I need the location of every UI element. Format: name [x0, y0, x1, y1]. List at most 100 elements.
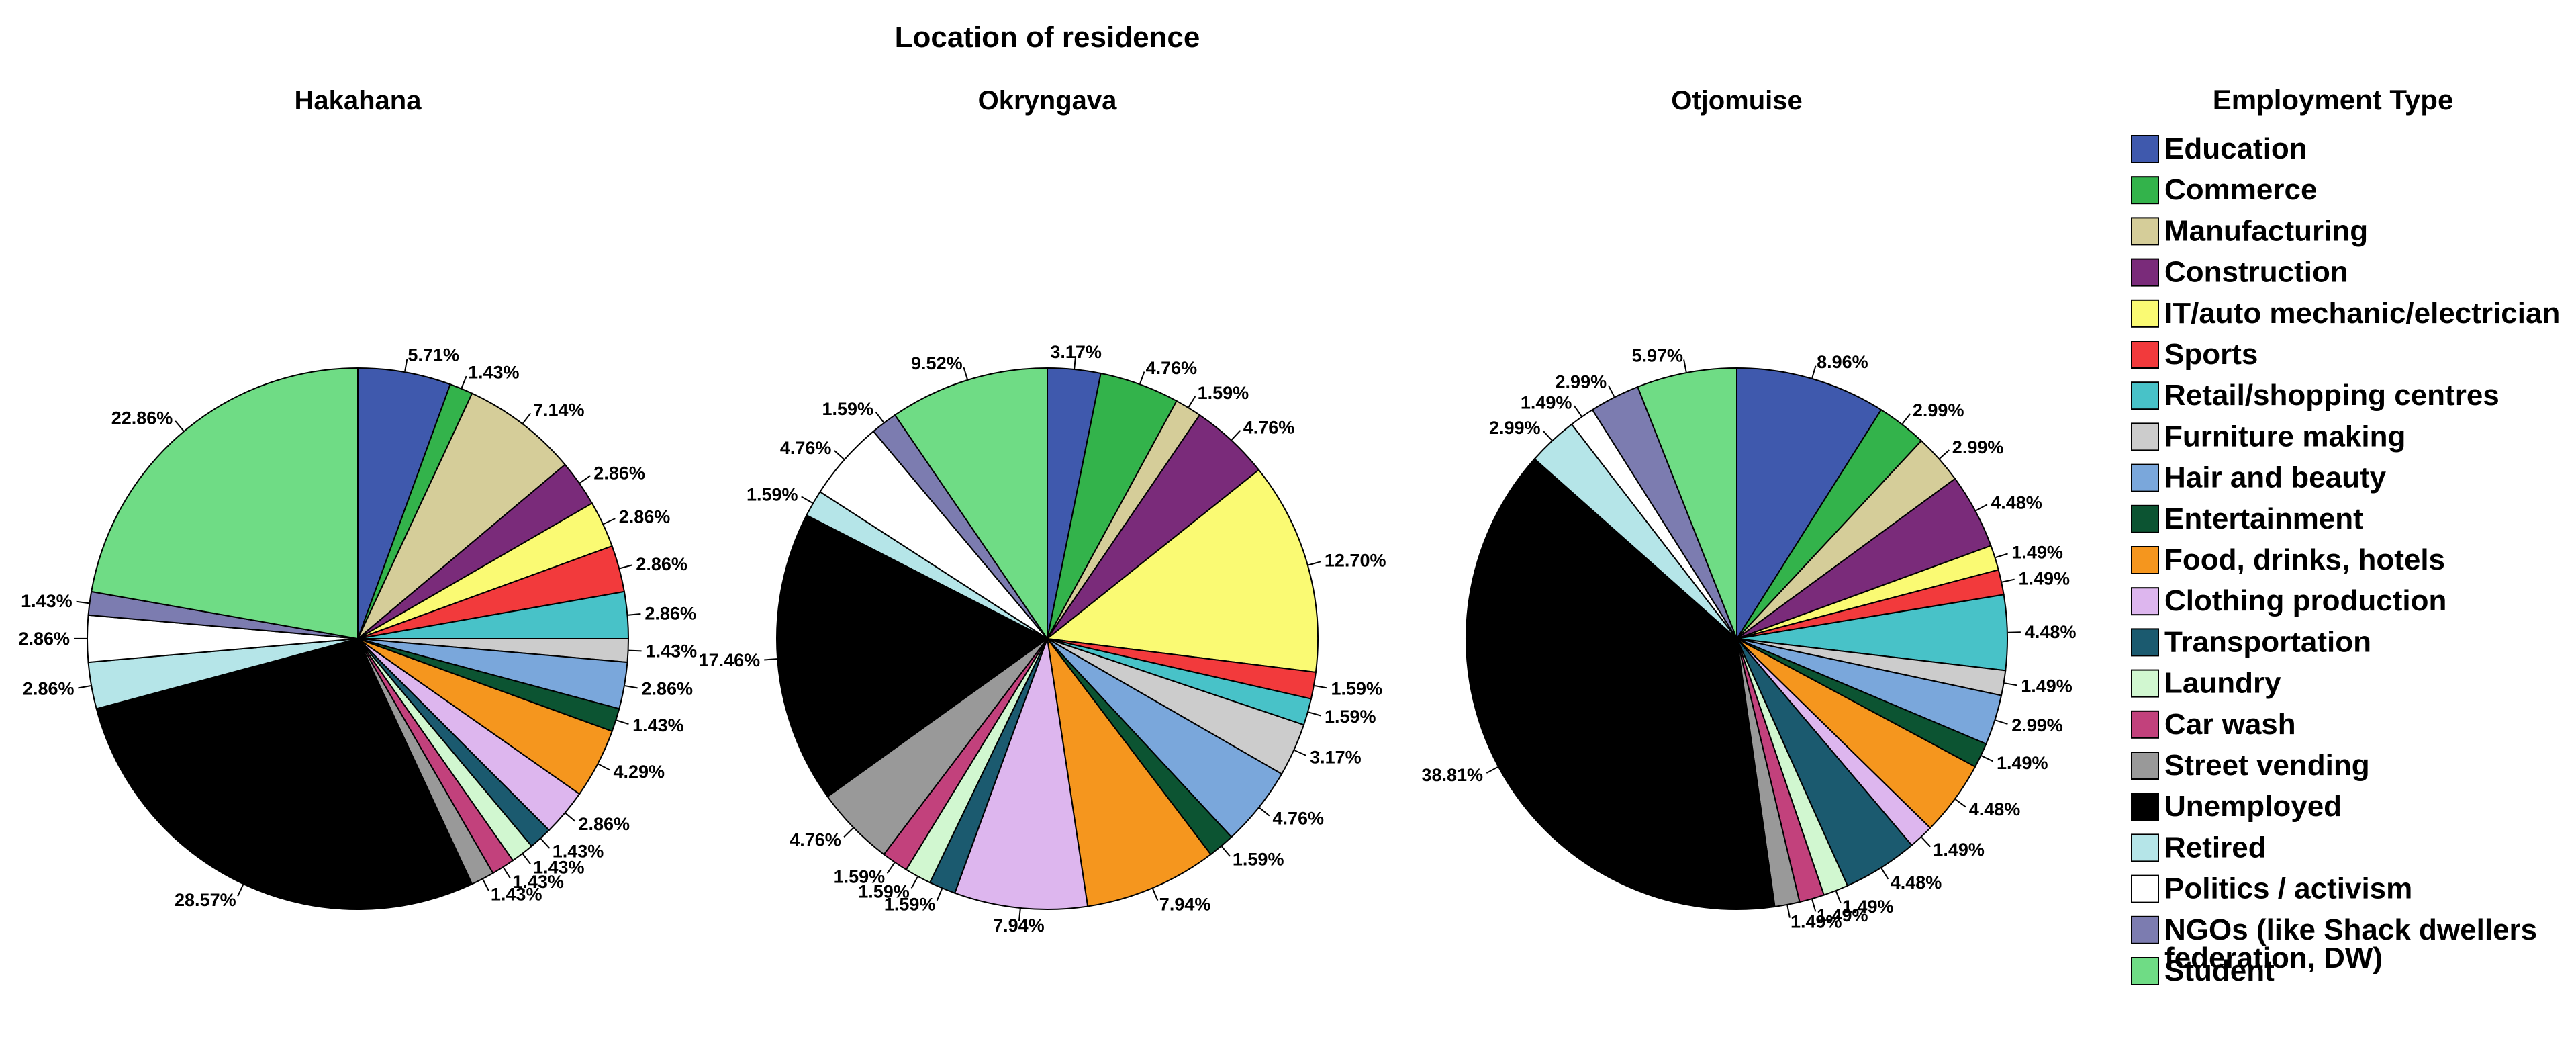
legend-label-line: Car wash [2164, 708, 2296, 741]
legend-item-construction: Construction [2131, 256, 2348, 289]
leader-line-okryngava-commerce [1139, 371, 1145, 384]
pie-okryngava: Okryngava3.17%4.76%1.59%4.76%12.70%1.59%… [699, 86, 1386, 936]
leader-line-okryngava-manufacturing [1188, 396, 1196, 408]
leader-line-okryngava-food-drinks-hotels [1152, 888, 1159, 901]
legend-label-commerce: Commerce [2164, 173, 2317, 206]
legend-item-laundry: Laundry [2131, 667, 2281, 700]
legend-label-construction: Construction [2164, 256, 2348, 289]
slice-label-hakahana-unemployed: 28.57% [175, 890, 236, 910]
slice-label-okryngava-food-drinks-hotels: 7.94% [1159, 894, 1211, 914]
legend-item-food-drinks-hotels: Food, drinks, hotels [2131, 543, 2445, 576]
leader-line-hakahana-sports [619, 564, 632, 570]
slice-label-hakahana-student: 22.86% [111, 408, 173, 428]
slice-label-otjomuise-entertainment: 1.49% [1997, 753, 2048, 773]
legend-swatch-food-drinks-hotels [2131, 546, 2159, 574]
slice-label-otjomuise-car-wash: 1.49% [1817, 905, 1868, 925]
legend-label-line: Construction [2164, 256, 2348, 289]
slice-label-okryngava-car-wash: 1.59% [834, 866, 886, 887]
slices [87, 367, 630, 910]
legend-swatch-construction [2131, 258, 2159, 287]
pie-otjomuise: Otjomuise8.96%2.99%2.99%4.48%1.49%1.49%4… [1421, 86, 2076, 932]
leader-line-hakahana-manufacturing [522, 412, 532, 424]
slice-label-otjomuise-hair-and-beauty: 2.99% [2011, 715, 2063, 735]
leader-line-okryngava-retail-shopping-centres [1308, 711, 1321, 717]
slice-label-okryngava-retail-shopping-centres: 1.59% [1325, 707, 1376, 727]
slice-label-otjomuise-retail-shopping-centres: 4.48% [2025, 622, 2077, 642]
slice-label-okryngava-retired: 1.59% [747, 484, 798, 504]
leader-line-otjomuise-sports [2001, 578, 2015, 583]
leader-line-okryngava-student [963, 367, 968, 380]
leader-line-okryngava-street-vending [843, 827, 854, 838]
pie-hakahana: Hakahana 5.71% 1.43% 7.14% 2.86% 2.86% 2.86% 2.… [18, 86, 697, 910]
leader-line-otjomuise-hair-and-beauty [1995, 719, 2008, 725]
leader-line-okryngava-clothing-production [1018, 908, 1021, 922]
legend-item-it-auto-mechanic-electrician: IT/auto mechanic/electrician [2131, 297, 2560, 330]
leader-line-okryngava-car-wash [886, 862, 896, 874]
legend-label-sports: Sports [2164, 338, 2258, 371]
leader-line-okryngava-ngos-like-shack-dwellers-federation-dw [875, 412, 884, 423]
legend-label-line: IT/auto mechanic/electrician [2164, 297, 2560, 330]
pie-title-okryngava: Okryngava [978, 86, 1118, 116]
leader-line-otjomuise-laundry [1835, 891, 1842, 903]
legend-label-laundry: Laundry [2164, 667, 2281, 700]
slice-label-okryngava-entertainment: 1.59% [1233, 850, 1284, 870]
legend-item-retired: Retired [2131, 831, 2267, 864]
pie-title-otjomuise: Otjomuise [1671, 86, 1803, 116]
slice-label-okryngava-commerce: 4.76% [1146, 358, 1198, 378]
leader-line-okryngava-sports [1314, 685, 1327, 689]
slice-label-okryngava-ngos-like-shack-dwellers-federation-dw: 1.59% [822, 399, 873, 419]
legend-swatch-sports [2131, 341, 2159, 369]
legend-label-retired: Retired [2164, 831, 2267, 864]
leader-line-hakahana-car-wash [503, 867, 511, 879]
legend-swatch-street-vending [2131, 752, 2159, 780]
leader-line-otjomuise-clothing-production [1921, 837, 1931, 848]
leader-line-otjomuise-ngos-like-shack-dwellers-federation-dw [1607, 385, 1615, 398]
slice-label-otjomuise-clothing-production: 1.49% [1933, 840, 1985, 860]
legend-swatch-hair-and-beauty [2131, 463, 2159, 492]
slice-label-okryngava-sports: 1.59% [1331, 678, 1383, 698]
leader-line-hakahana-retail-shopping-centres [628, 613, 641, 616]
legend-item-car-wash: Car wash [2131, 708, 2296, 741]
slice-label-okryngava-construction: 4.76% [1243, 417, 1295, 437]
leader-line-otjomuise-construction [1975, 504, 1988, 512]
legend-label-line: Furniture making [2164, 420, 2405, 453]
legend: Employment Type Education Commerce Manufac… [2131, 84, 2560, 987]
slice-label-otjomuise-sports: 1.49% [2019, 568, 2070, 588]
slice-label-hakahana-retail-shopping-centres: 2.86% [645, 604, 696, 624]
legend-label-food-drinks-hotels: Food, drinks, hotels [2164, 543, 2445, 576]
slice-okryngava-clothing-production [953, 638, 1089, 910]
legend-item-unemployed: Unemployed [2131, 790, 2342, 823]
legend-item-manufacturing: Manufacturing [2131, 214, 2368, 247]
leader-line-otjomuise-education [1811, 365, 1817, 379]
leader-line-okryngava-it-auto-mechanic-electrician [1308, 561, 1321, 566]
legend-label-hair-and-beauty: Hair and beauty [2164, 461, 2387, 494]
leader-line-otjomuise-manufacturing [1939, 449, 1950, 459]
leader-line-okryngava-furniture-making [1294, 750, 1307, 756]
slice-label-hakahana-commerce: 1.43% [468, 363, 520, 383]
slices [776, 367, 1319, 910]
leader-line-otjomuise-transportation [1880, 868, 1889, 880]
slice-label-hakahana-politics-activism: 2.86% [18, 629, 70, 649]
slice-otjomuise-unemployed [1466, 457, 1776, 910]
leader-line-okryngava-politics-activism [834, 450, 845, 460]
leader-line-hakahana-laundry [522, 853, 532, 865]
slice-label-hakahana-furniture-making: 1.43% [646, 641, 698, 662]
legend-label-line: Laundry [2164, 667, 2281, 700]
legend-swatch-retired [2131, 833, 2159, 862]
slice-label-okryngava-clothing-production: 7.94% [993, 915, 1045, 936]
legend-swatch-entertainment [2131, 504, 2159, 533]
slices [1466, 367, 2009, 910]
leader-line-otjomuise-student [1683, 359, 1687, 373]
slice-label-otjomuise-student: 5.97% [1631, 346, 1683, 366]
legend-label-line: Student [2164, 954, 2275, 987]
leader-line-hakahana-commerce [461, 375, 467, 389]
legend-item-student: Student [2131, 954, 2275, 987]
slice-label-hakahana-street-vending: 1.43% [491, 885, 542, 905]
legend-label-car-wash: Car wash [2164, 708, 2296, 741]
legend-label-manufacturing: Manufacturing [2164, 214, 2368, 247]
leader-line-otjomuise-retired [1542, 430, 1553, 441]
slice-label-okryngava-education: 3.17% [1050, 342, 1102, 362]
slice-label-okryngava-student: 9.52% [911, 353, 963, 373]
slice-label-otjomuise-ngos-like-shack-dwellers-federation-dw: 2.99% [1556, 371, 1607, 392]
